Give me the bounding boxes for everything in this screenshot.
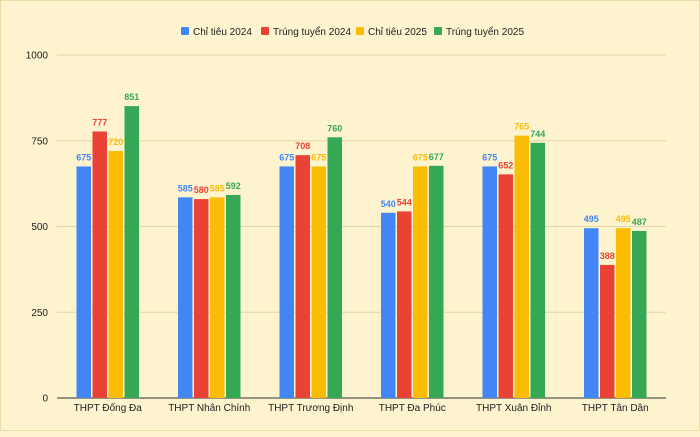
bar (295, 155, 310, 398)
data-label: 720 (108, 137, 123, 147)
legend-swatch (356, 27, 364, 35)
bar (482, 166, 497, 398)
data-label: 675 (482, 152, 497, 162)
bar (76, 166, 91, 398)
legend: Chỉ tiêu 2024 Trúng tuyển 2024 Chỉ tiêu 20… (181, 26, 524, 38)
bar (600, 264, 615, 398)
data-label: 652 (498, 160, 513, 170)
data-label: 592 (226, 181, 241, 191)
x-tick-label: THPT Tân Dân (582, 403, 649, 414)
y-tick-label: 0 (42, 394, 48, 405)
bar (530, 142, 545, 398)
legend-swatch (181, 27, 189, 35)
y-tick-label: 250 (31, 308, 48, 319)
x-tick-label: THPT Trương Định (268, 403, 353, 414)
legend-label: Chỉ tiêu 2025 (368, 26, 427, 38)
x-axis: THPT Đống Đa THPT Nhân Chính THPT Trương Đ… (74, 402, 649, 414)
bar (194, 199, 209, 398)
bar (226, 194, 241, 398)
y-axis: 0 250 500 750 1000 (26, 51, 49, 405)
bar (498, 174, 513, 398)
bar (108, 151, 123, 398)
x-tick-label: THPT Đống Đa (74, 402, 143, 414)
bar (92, 131, 107, 398)
bar (429, 165, 444, 398)
bar (413, 166, 428, 398)
data-label: 777 (92, 117, 107, 127)
data-label: 388 (600, 251, 615, 261)
y-tick-label: 1000 (26, 51, 49, 62)
bar (584, 228, 599, 398)
data-label: 708 (295, 141, 310, 151)
bar (124, 106, 139, 399)
bar (210, 197, 225, 398)
x-tick-label: THPT Đa Phúc (379, 403, 446, 414)
data-label: 585 (178, 183, 193, 193)
data-label: 585 (210, 183, 225, 193)
data-label: 675 (311, 152, 326, 162)
y-tick-label: 750 (31, 136, 48, 147)
gridlines (57, 54, 666, 399)
bars (76, 106, 647, 399)
bar (616, 228, 631, 398)
bar (311, 166, 326, 398)
data-label: 540 (381, 199, 396, 209)
x-tick-label: THPT Nhân Chính (168, 403, 250, 414)
data-label: 675 (413, 152, 428, 162)
bar (279, 166, 294, 398)
data-label: 744 (530, 129, 545, 139)
data-label: 544 (397, 197, 412, 207)
legend-swatch (434, 27, 442, 35)
bar (514, 135, 529, 399)
bar (178, 197, 193, 398)
bar (381, 212, 396, 398)
data-label: 675 (279, 152, 294, 162)
y-tick-label: 500 (31, 222, 48, 233)
data-label: 760 (327, 123, 342, 133)
legend-swatch (261, 27, 269, 35)
bar (397, 211, 412, 398)
legend-label: Trúng tuyển 2024 (273, 26, 351, 38)
data-label: 487 (632, 217, 647, 227)
data-label: 495 (616, 214, 631, 224)
legend-label: Chỉ tiêu 2024 (193, 26, 252, 38)
data-label: 580 (194, 185, 209, 195)
data-label: 765 (514, 122, 529, 132)
bar (327, 137, 342, 398)
x-tick-label: THPT Xuân Đỉnh (476, 402, 551, 414)
data-label: 677 (429, 152, 444, 162)
data-label: 495 (584, 214, 599, 224)
data-label: 675 (76, 152, 91, 162)
data-label: 851 (124, 92, 139, 102)
bar (632, 230, 647, 398)
legend-label: Trúng tuyển 2025 (446, 26, 524, 38)
